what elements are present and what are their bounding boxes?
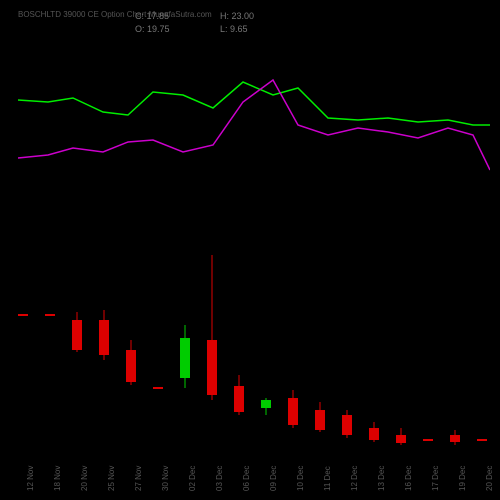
x-axis-label: 06 Dec [242,466,251,491]
candle-body [261,400,271,408]
x-axis-label: 12 Nov [26,466,35,491]
x-axis-label: 20 Nov [80,466,89,491]
x-axis-label: 11 Dec [323,466,332,491]
candle-body [288,398,298,425]
high-value: H: 23.00 [220,10,275,23]
low-value: L: 9.65 [220,23,275,36]
x-axis-label: 10 Dec [296,466,305,491]
candle-body [207,340,217,395]
x-axis-label: 27 Nov [134,466,143,491]
x-axis-label: 03 Dec [215,466,224,491]
x-axis-label: 02 Dec [188,466,197,491]
close-value: C: 17.85 [135,10,190,23]
candle-body [99,320,109,355]
x-axis-label: 17 Dec [431,466,440,491]
candle-body [180,338,190,378]
indicator-line-1 [18,82,490,125]
x-axis-label: 09 Dec [269,466,278,491]
candle-body [72,320,82,350]
x-axis-label: 12 Dec [350,466,359,491]
x-axis-label: 20 Dec [485,466,494,491]
open-value: O: 19.75 [135,23,190,36]
x-axis-label: 30 Nov [161,466,170,491]
candle-body [126,350,136,382]
chart-svg [18,40,490,450]
ohlc-panel: C: 17.85 H: 23.00 O: 19.75 L: 9.65 [135,10,275,35]
x-axis-label: 25 Nov [107,466,116,491]
x-axis: 12 Nov 18 Nov 20 Nov 25 Nov 27 Nov 30 Nov 02 D… [18,450,490,500]
candle-body [450,435,460,442]
x-axis-label: 16 Dec [404,466,413,491]
indicator-line-2 [18,80,490,170]
x-axis-label: 18 Nov [53,466,62,491]
candle-body [396,435,406,443]
x-axis-label: 19 Dec [458,466,467,491]
candle-body [342,415,352,435]
candle-body [369,428,379,440]
candle-body [234,386,244,412]
chart-canvas [18,40,490,450]
candle-body [315,410,325,430]
x-axis-label: 13 Dec [377,466,386,491]
